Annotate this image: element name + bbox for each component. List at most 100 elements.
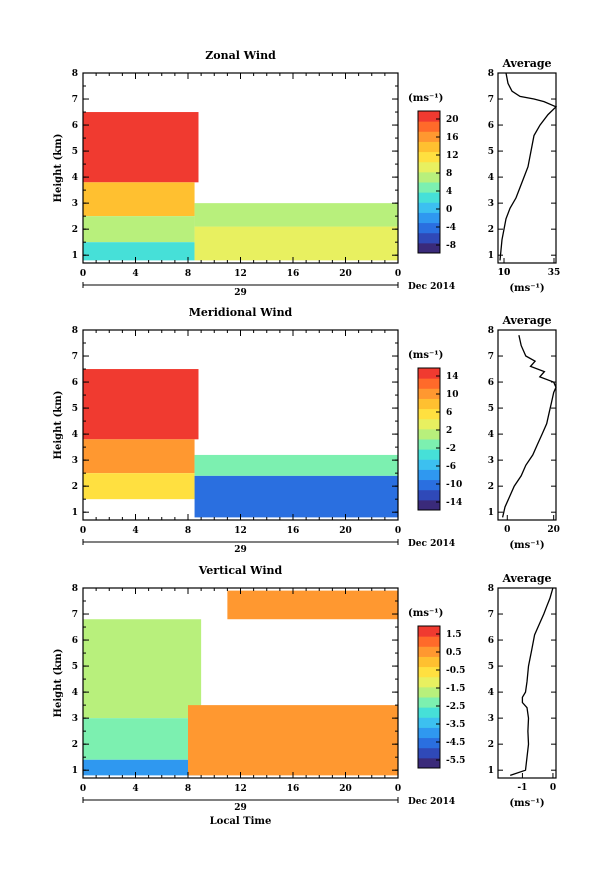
day-label: 29 — [234, 288, 247, 298]
colorbar-swatch — [418, 707, 440, 718]
y-tick-label: 7 — [488, 95, 494, 105]
colorbar-tick-label: -10 — [446, 480, 462, 490]
colorbar-swatch — [418, 202, 440, 213]
x-tick-label: 20 — [339, 526, 352, 536]
y-tick-label: 6 — [488, 378, 494, 388]
y-tick-label: 8 — [488, 69, 494, 79]
colorbar-unit: (ms⁻¹) — [408, 608, 443, 619]
y-axis-label: Height (km) — [53, 134, 64, 203]
y-tick-label: 1 — [72, 508, 78, 518]
colorbar-tick-label: 12 — [446, 151, 459, 161]
x-tick-label: 12 — [234, 784, 247, 794]
colorbar-tick-label: -3.5 — [446, 720, 465, 730]
y-tick-label: 2 — [72, 482, 78, 492]
colorbar-swatch — [418, 757, 440, 769]
heatmap-cell — [83, 439, 195, 474]
y-tick-label: 2 — [72, 740, 78, 750]
y-tick-label: 5 — [72, 404, 78, 414]
y-tick-label: 5 — [488, 147, 494, 157]
average-x-label: (ms⁻¹) — [509, 798, 544, 809]
heatmap-cell — [194, 226, 398, 261]
colorbar-tick-label: -6 — [446, 462, 456, 472]
heatmap-cell — [194, 454, 398, 476]
y-tick-label: 6 — [72, 378, 78, 388]
month-label: Dec 2014 — [408, 797, 455, 807]
colorbar-swatch — [418, 626, 440, 637]
x-tick-label: 0 — [395, 269, 401, 279]
x-tick-label: 16 — [287, 784, 300, 794]
colorbar-swatch — [418, 646, 440, 657]
heatmap-cell — [83, 216, 195, 243]
colorbar-swatch — [418, 676, 440, 688]
colorbar-swatch — [418, 111, 440, 122]
colorbar-swatch — [418, 717, 440, 728]
colorbar-tick-label: -2 — [446, 444, 456, 454]
y-tick-label: 3 — [488, 199, 494, 209]
colorbar-tick-label: 0.5 — [446, 648, 462, 658]
colorbar-tick-label: -2.5 — [446, 702, 465, 712]
y-tick-label: 1 — [488, 766, 494, 776]
y-tick-label: 4 — [488, 430, 494, 440]
colorbar-tick-label: -14 — [446, 498, 462, 508]
colorbar-swatch — [418, 459, 440, 470]
colorbar-swatch — [418, 686, 440, 698]
heatmap-cell — [83, 112, 199, 183]
panel-title: Zonal Wind — [205, 49, 276, 62]
day-label: 29 — [234, 545, 247, 555]
average-title: Average — [501, 57, 551, 70]
colorbar-swatch — [418, 747, 440, 759]
x-axis-label: Local Time — [210, 816, 272, 827]
colorbar-tick-label: 14 — [446, 372, 459, 382]
average-profile-line — [499, 72, 558, 261]
colorbar-swatch — [418, 666, 440, 678]
y-tick-label: 5 — [488, 662, 494, 672]
panel-title: Meridional Wind — [189, 306, 293, 319]
average-title: Average — [501, 572, 551, 585]
y-tick-label: 4 — [488, 173, 494, 183]
y-tick-label: 4 — [72, 173, 78, 183]
x-tick-label: 0 — [80, 269, 86, 279]
x-tick-label: 12 — [234, 526, 247, 536]
heatmap-cell — [188, 705, 398, 776]
colorbar-swatch — [418, 469, 440, 481]
y-tick-label: 3 — [72, 199, 78, 209]
y-tick-label: 5 — [72, 147, 78, 157]
average-x-tick-label: -1 — [517, 783, 527, 793]
colorbar-unit: (ms⁻¹) — [408, 350, 443, 361]
colorbar-swatch — [418, 242, 440, 254]
colorbar-swatch — [418, 368, 440, 379]
colorbar-swatch — [418, 121, 440, 132]
x-tick-label: 4 — [132, 526, 138, 536]
x-tick-label: 12 — [234, 269, 247, 279]
average-frame — [497, 329, 557, 521]
colorbar-tick-label: -4.5 — [446, 738, 465, 748]
colorbar-unit: (ms⁻¹) — [408, 93, 443, 104]
colorbar-swatch — [418, 449, 440, 460]
average-x-tick-label: 10 — [498, 268, 511, 278]
y-tick-label: 8 — [72, 69, 78, 79]
colorbar-tick-label: 6 — [446, 408, 452, 418]
y-tick-label: 1 — [488, 508, 494, 518]
colorbar-tick-label: 0 — [446, 205, 452, 215]
colorbar-tick-label: 1.5 — [446, 630, 462, 640]
x-tick-label: 4 — [132, 784, 138, 794]
y-axis-label: Height (km) — [53, 649, 64, 718]
panel-title: Vertical Wind — [198, 564, 283, 577]
colorbar-swatch — [418, 378, 440, 389]
y-tick-label: 5 — [488, 404, 494, 414]
colorbar-swatch — [418, 727, 440, 739]
colorbar-tick-label: 10 — [446, 390, 459, 400]
colorbar-swatch — [418, 428, 440, 440]
month-label: Dec 2014 — [408, 539, 455, 549]
month-label: Dec 2014 — [408, 282, 455, 292]
average-x-label: (ms⁻¹) — [509, 283, 544, 294]
y-tick-label: 2 — [488, 482, 494, 492]
heatmap-cell — [227, 590, 398, 620]
average-frame — [497, 587, 557, 779]
colorbar-swatch — [418, 636, 440, 647]
colorbar-tick-label: 16 — [446, 133, 459, 143]
colorbar-swatch — [418, 489, 440, 501]
colorbar-swatch — [418, 388, 440, 399]
heatmap-cell — [83, 242, 195, 261]
